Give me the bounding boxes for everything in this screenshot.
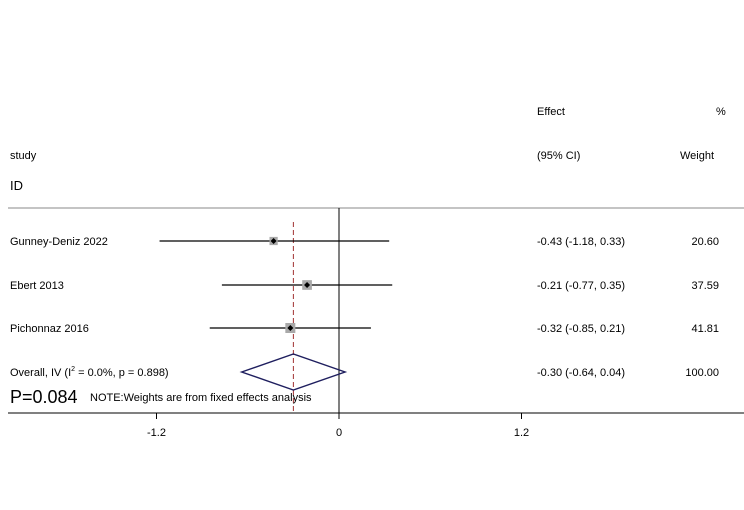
weight-text: 37.59 [691,280,719,292]
ci-text: -0.32 (-0.85, 0.21) [537,323,625,335]
ci-text: -0.43 (-1.18, 0.33) [537,236,625,248]
overall-weight-text: 100.00 [685,367,719,379]
ci-header: (95% CI) [537,150,580,162]
x-tick-label: 0 [336,427,342,439]
x-tick-label: 1.2 [514,427,529,439]
percent-header: % [716,106,726,118]
overall-label: Overall, IV (I2 = 0.0%, p = 0.898) [10,366,169,379]
point-estimate [287,325,294,331]
effect-header: Effect [537,106,565,118]
study-label: Gunney-Deniz 2022 [10,236,108,248]
p-value: P=0.084 [10,387,78,407]
weights-note: NOTE:Weights are from fixed effects anal… [90,392,312,404]
ci-text: -0.21 (-0.77, 0.35) [537,280,625,292]
point-estimate [304,282,311,288]
plot-area: Gunney-Deniz 2022 -0.43 (-1.18, 0.33) 20.6… [8,208,744,439]
overall-diamond [239,353,348,391]
weight-text: 41.81 [691,323,719,335]
study-header: study [10,150,37,162]
x-tick-label: -1.2 [147,427,166,439]
overall-ci-text: -0.30 (-0.64, 0.04) [537,367,625,379]
point-estimate [270,238,277,244]
id-header: ID [10,178,23,193]
study-label: Ebert 2013 [10,280,64,292]
study-label: Pichonnaz 2016 [10,323,89,335]
weight-header: Weight [680,150,714,162]
weight-text: 20.60 [691,236,719,248]
